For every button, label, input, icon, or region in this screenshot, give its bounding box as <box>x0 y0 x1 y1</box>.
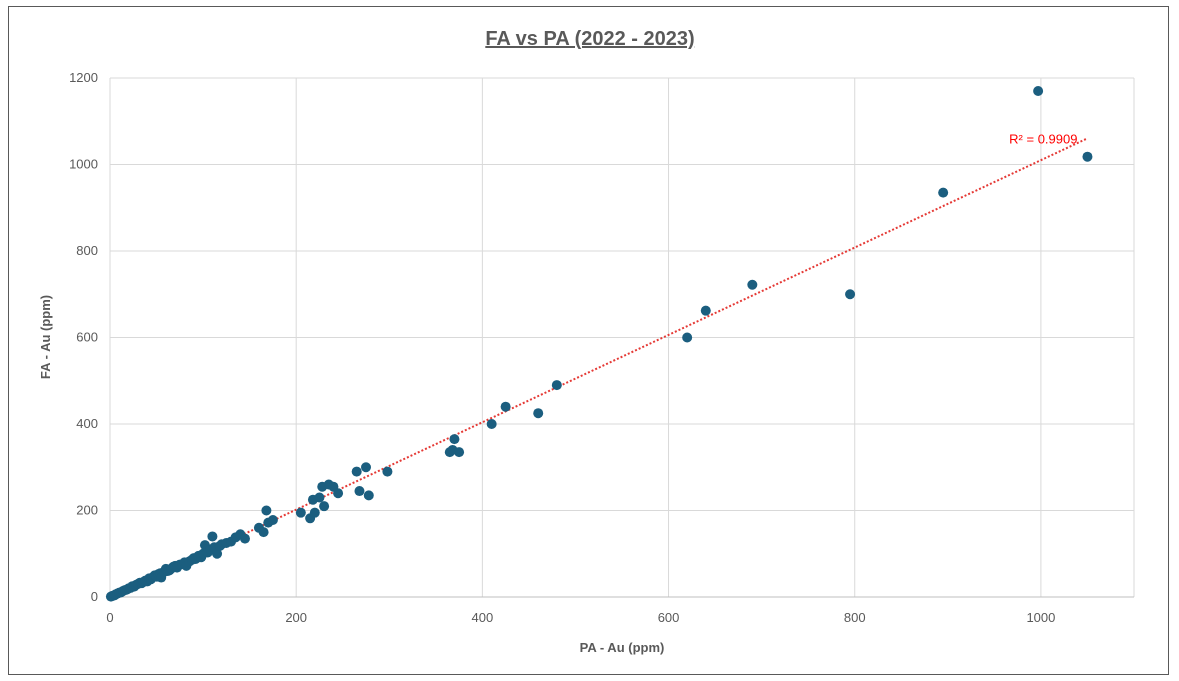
data-point <box>682 332 693 343</box>
data-point <box>333 488 344 499</box>
x-tick-label: 200 <box>285 610 307 625</box>
data-point <box>747 279 758 290</box>
data-point <box>1082 151 1093 162</box>
data-point <box>207 531 218 542</box>
data-point <box>845 289 856 300</box>
data-point <box>351 466 362 477</box>
x-axis-label: PA - Au (ppm) <box>580 640 665 655</box>
data-point <box>361 462 371 473</box>
data-point <box>454 447 465 458</box>
data-point <box>1033 85 1044 96</box>
data-point <box>938 187 949 198</box>
chart-frame <box>8 6 1169 675</box>
x-tick-label: 1000 <box>1026 610 1055 625</box>
y-tick-label: 800 <box>76 243 98 258</box>
x-tick-label: 800 <box>844 610 866 625</box>
data-point <box>267 515 278 526</box>
y-tick-label: 600 <box>76 330 98 345</box>
y-tick-labels: 0 200 400 600 800 1000 1200 <box>69 70 98 604</box>
data-point <box>500 401 511 412</box>
data-point <box>363 490 374 501</box>
chart-title: FA vs PA (2022 - 2023) <box>485 28 694 50</box>
data-point <box>314 492 325 503</box>
y-tick-label: 0 <box>91 589 98 604</box>
y-tick-label: 200 <box>76 503 98 518</box>
data-point <box>700 305 711 316</box>
data-point <box>486 419 497 429</box>
x-tick-label: 400 <box>472 610 494 625</box>
data-point <box>239 533 250 544</box>
data-point <box>319 501 330 512</box>
y-axis-label: FA - Au (ppm) <box>38 295 53 379</box>
data-point <box>309 507 320 518</box>
data-point <box>258 527 269 538</box>
data-point <box>295 507 306 518</box>
r-squared-label: R² = 0.9909 <box>1009 131 1077 146</box>
x-tick-label: 600 <box>658 610 680 625</box>
y-tick-label: 1200 <box>69 70 98 85</box>
y-tick-label: 400 <box>76 416 98 431</box>
data-points <box>105 85 1093 602</box>
data-point <box>261 505 272 516</box>
data-point <box>551 380 562 391</box>
grid-lines <box>109 77 1135 597</box>
data-point <box>533 408 544 419</box>
data-point <box>382 466 393 477</box>
data-point <box>212 548 223 559</box>
data-point <box>354 486 365 497</box>
data-point <box>449 434 460 445</box>
x-tick-labels: 0 200 400 600 800 1000 <box>106 610 1055 625</box>
y-tick-label: 1000 <box>69 157 98 172</box>
x-tick-label: 0 <box>106 610 113 625</box>
